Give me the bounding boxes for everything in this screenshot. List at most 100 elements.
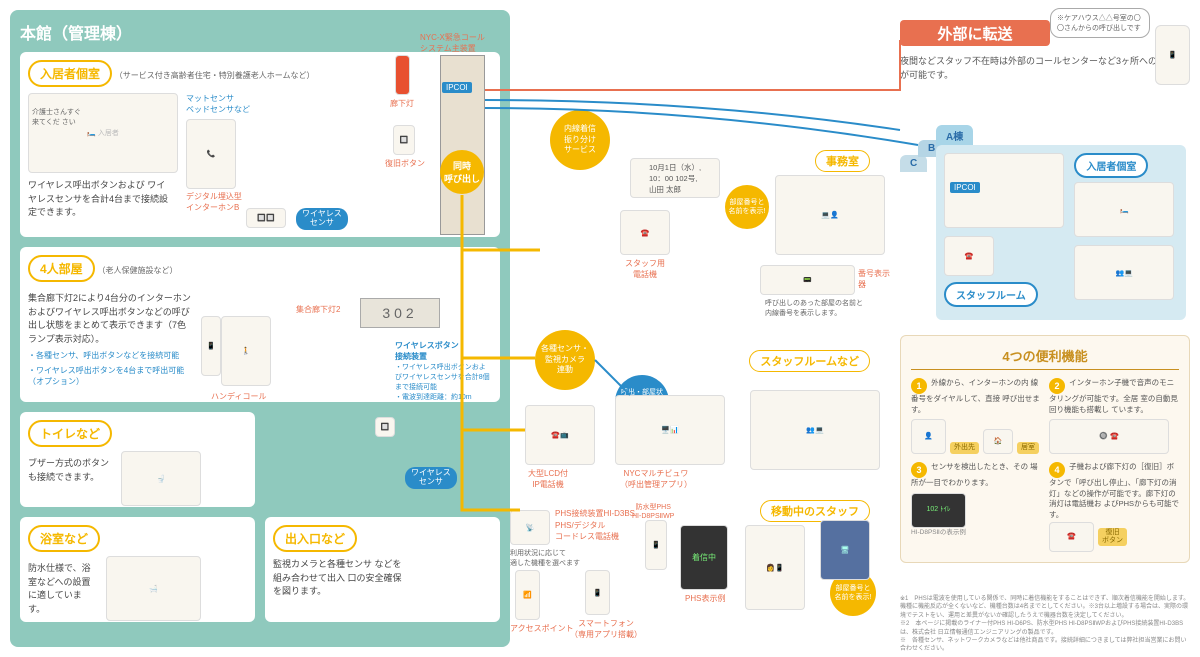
toilet-wireless-pill: ワイヤレス センサ bbox=[405, 467, 457, 489]
resident-room-card: 入居者個室 （サービス付き高齢者住宅・特別養護老人ホームなど） 🛏️ 入居者 ワ… bbox=[20, 52, 500, 237]
wireless-conn-label: ワイヤレスボタン 接続装置 bbox=[395, 340, 459, 362]
multiviewer-illustration: 🖥️📊 bbox=[615, 395, 725, 465]
bldg-a-room-title: 入居者個室 bbox=[1074, 153, 1148, 178]
display-note-badge: 部屋番号と 名前を表示! bbox=[725, 185, 769, 229]
resident-room-desc: ワイヤレス呼出ボタンおよび ワイヤレスセンサを合計4台まで接続設定できます。 bbox=[28, 179, 168, 220]
phs-conn-label: PHS接続装置HI-D3BS bbox=[555, 508, 635, 519]
service-circle: 内線着信 振り分け サービス bbox=[550, 110, 610, 170]
bldg-c-tab: C bbox=[900, 155, 927, 172]
ipcoi-badge-a: IPCOI bbox=[950, 182, 980, 193]
features-grid: 1 外線から、インターホンの内 線番号をダイヤルして、直接 呼び出せます。 👤 … bbox=[911, 378, 1179, 552]
corridor-light-label: 廊下灯 bbox=[390, 98, 414, 109]
bldg-a-resident: 🛏️ bbox=[1074, 182, 1174, 237]
four-room-note1: ・各種センサ、呼出ボタンなどを接続可能 bbox=[28, 350, 193, 361]
room-number-panel: 302 bbox=[360, 298, 440, 328]
feature-2: 2 インターホン子機で音声のモニタリングが可能です。全居 室の自動見回り機能も搭… bbox=[1049, 378, 1179, 454]
ap-label: アクセスポイント bbox=[510, 623, 574, 634]
lcd-phone-illustration: ☎️📺 bbox=[525, 405, 595, 465]
main-building-panel: 本館（管理棟） 入居者個室 （サービス付き高齢者住宅・特別養護老人ホームなど） … bbox=[10, 10, 510, 647]
indicator-illustration: 📟 bbox=[760, 265, 855, 295]
phs-conn-illustration: 📡 bbox=[510, 510, 550, 545]
ap-illustration: 📶 bbox=[515, 570, 540, 620]
external-phone-illustration: 📱 bbox=[1155, 25, 1190, 85]
feature-2-text: インターホン子機で音声のモニタリングが可能です。全居 室の自動見回り機能も搭載し… bbox=[1049, 378, 1178, 414]
feature-1: 1 外線から、インターホンの内 線番号をダイヤルして、直接 呼び出せます。 👤 … bbox=[911, 378, 1041, 454]
display-panel: 10月1日（水）, 10：00 102号, 山田 太郎 bbox=[630, 158, 720, 198]
wireless-spec-text: ・ワイヤレス呼出ボタンおよびワイヤレスセンサを合計8個まで接続可能 ・電波到達距… bbox=[395, 362, 490, 402]
feature-1-btn2: 居室 bbox=[1017, 442, 1039, 454]
staff-phone-illustration: ☎️ bbox=[620, 210, 670, 255]
intercom-illustration: 📞 bbox=[186, 119, 236, 189]
other-buildings: C B A棟 IPCOI ☎️ スタッフルーム 入居者個室 🛏️ 👥💻 bbox=[900, 115, 1190, 315]
speech-bubble: ※ケアハウス△△号室の〇〇さんからの呼び出しです bbox=[1050, 8, 1150, 38]
wp-phs-illustration: 📱 bbox=[645, 520, 667, 570]
feature-2-illus: 🔘 ☎️ bbox=[1049, 419, 1169, 454]
bath-title: 浴室など bbox=[28, 525, 100, 552]
phs-display-illustration: 着信中 bbox=[680, 525, 728, 590]
bath-card: 浴室など 防水仕様で、浴室などへの設置に適しています。 🛁 bbox=[20, 517, 255, 622]
mobile-title: 移動中のスタッフ bbox=[760, 500, 870, 522]
office-title: 事務室 bbox=[815, 150, 870, 172]
restore-btn-label: 復旧ボタン bbox=[385, 158, 425, 169]
lcd-phone-label: 大型LCD付 IP電話機 bbox=[528, 468, 568, 490]
bed-illustration: 🛏️ 入居者 bbox=[28, 93, 178, 173]
four-room-title: 4人部屋 bbox=[28, 255, 95, 282]
wp-phs-label: 防水型PHS HI-D8PSⅡWP bbox=[632, 502, 674, 520]
mobile-phs-illustration: 🖥 bbox=[820, 520, 870, 580]
resident-room-title: 入居者個室 bbox=[28, 60, 112, 87]
sp-label: スマートフォン （専用アプリ搭載） bbox=[570, 618, 642, 640]
feature-4-text: 子機および廊下灯の［復旧］ボタンで「呼び出し停止」、「廊下灯の消灯」などの操作が… bbox=[1049, 462, 1179, 519]
toilet-button-illustration: 🔲 bbox=[375, 417, 395, 437]
footnotes: ※1 PHSは電波を使用している関係で、同時に着信機能をすることはできず、順次着… bbox=[900, 595, 1190, 654]
feature-3: 3 センサを検出したとき、その 場所が一目でわかります。 102 ﾄｲﾚ HI-… bbox=[911, 462, 1041, 552]
footnote-3: ※ 各種センサ、ネットワークカメラなどは他社商品です。接続詳細につきましては弊社… bbox=[900, 637, 1190, 654]
phs-cordless-label: PHS/デジタル コードレス電話機 bbox=[555, 520, 619, 542]
feature-4-btn: 復旧 ボタン bbox=[1098, 528, 1127, 545]
toilet-card: トイレなど ブザー方式のボタンも接続できます。 🚽 bbox=[20, 412, 255, 507]
feature-1-num: 1 bbox=[911, 378, 927, 394]
toilet-desc: ブザー方式のボタンも接続できます。 bbox=[28, 457, 113, 506]
feature-4-num: 4 bbox=[1049, 462, 1065, 478]
indicator-note: 呼び出しのあった部屋の名前と 内線番号を表示します。 bbox=[765, 298, 863, 318]
multiviewer-label: NYCマルチビュワ （呼出管理アプリ） bbox=[620, 468, 692, 490]
bath-desc: 防水仕様で、浴室などへの設置に適しています。 bbox=[28, 562, 98, 621]
staffroom-section: スタッフルームなど ☎️📺 大型LCD付 IP電話機 🖥️📊 NYCマルチビュワ… bbox=[520, 350, 890, 490]
phs-display-label: PHS表示例 bbox=[685, 593, 725, 604]
footnote-2: ※2 本ページに掲載のライナー付PHS HI-D6PS、防水型PHS HI-D8… bbox=[900, 620, 1190, 637]
features-panel: 4つの便利機能 1 外線から、インターホンの内 線番号をダイヤルして、直接 呼び… bbox=[900, 335, 1190, 563]
bldg-a-card: IPCOI ☎️ スタッフルーム 入居者個室 🛏️ 👥💻 bbox=[936, 145, 1186, 320]
bldg-a-phone: ☎️ bbox=[944, 236, 994, 276]
restore-btn-illustration: 🔲 bbox=[393, 125, 415, 155]
corridor-light-illustration bbox=[395, 55, 410, 95]
mobile-staff-illustration: 👩📱 bbox=[745, 525, 805, 610]
indicator-label: 番号表示器 bbox=[858, 268, 890, 290]
nurse-speech-label: 介護士さんすぐ 来てくだ さい bbox=[32, 107, 81, 127]
feature-4: 4 子機および廊下灯の［復旧］ボタンで「呼び出し停止」、「廊下灯の消灯」などの操… bbox=[1049, 462, 1179, 552]
entrance-title: 出入口など bbox=[273, 525, 357, 552]
feature-1-btn1: 外出先 bbox=[950, 442, 979, 454]
smartphone-illustration: 📱 bbox=[585, 570, 610, 615]
corridor2-label: 集合廊下灯2 bbox=[296, 304, 340, 315]
button-illustration: 🔲🔲 bbox=[246, 208, 286, 228]
office-section: 事務室 10月1日（水）, 10：00 102号, 山田 太郎 部屋番号と 名前… bbox=[620, 150, 890, 310]
walker-illustration: 🚶 bbox=[221, 316, 271, 386]
bldg-a-staff-title: スタッフルーム bbox=[944, 282, 1038, 307]
staffroom-people-illustration: 👥💻 bbox=[750, 390, 880, 470]
feature-2-num: 2 bbox=[1049, 378, 1065, 394]
toilet-title: トイレなど bbox=[28, 420, 112, 447]
desk-illustration: 💻👤 bbox=[775, 175, 885, 255]
feature-1-illus1: 👤 bbox=[911, 419, 946, 454]
feature-1-illus2: 🏠 bbox=[983, 429, 1013, 454]
forward-desc: 夜間などスタッフ不在時は外部のコールセンターなど3ヶ所への転送が可能です。 bbox=[900, 55, 1180, 82]
feature-4-illus: ☎️ bbox=[1049, 522, 1094, 552]
bldg-a-tab: A棟 bbox=[936, 125, 973, 146]
entrance-card: 出入口など 監視カメラと各種センサ などを組み合わせて出入 口の安全確保を図りま… bbox=[265, 517, 500, 622]
four-room-subtitle: （老人保健施設など） bbox=[97, 266, 177, 275]
system-label: NYC-X緊急コール システム主装置 bbox=[420, 32, 485, 54]
simultaneous-call-circle: 同時 呼び出し bbox=[440, 150, 484, 194]
bath-illustration: 🛁 bbox=[106, 556, 201, 621]
ipcoi-badge-main: IPCOI bbox=[442, 82, 472, 93]
four-room-desc: 集合廊下灯2により4台分のインターホンおよびワイヤレス呼出ボタンなどの呼び出し状… bbox=[28, 292, 193, 346]
features-title: 4つの便利機能 bbox=[911, 346, 1179, 370]
bldg-a-system: IPCOI bbox=[944, 153, 1064, 228]
